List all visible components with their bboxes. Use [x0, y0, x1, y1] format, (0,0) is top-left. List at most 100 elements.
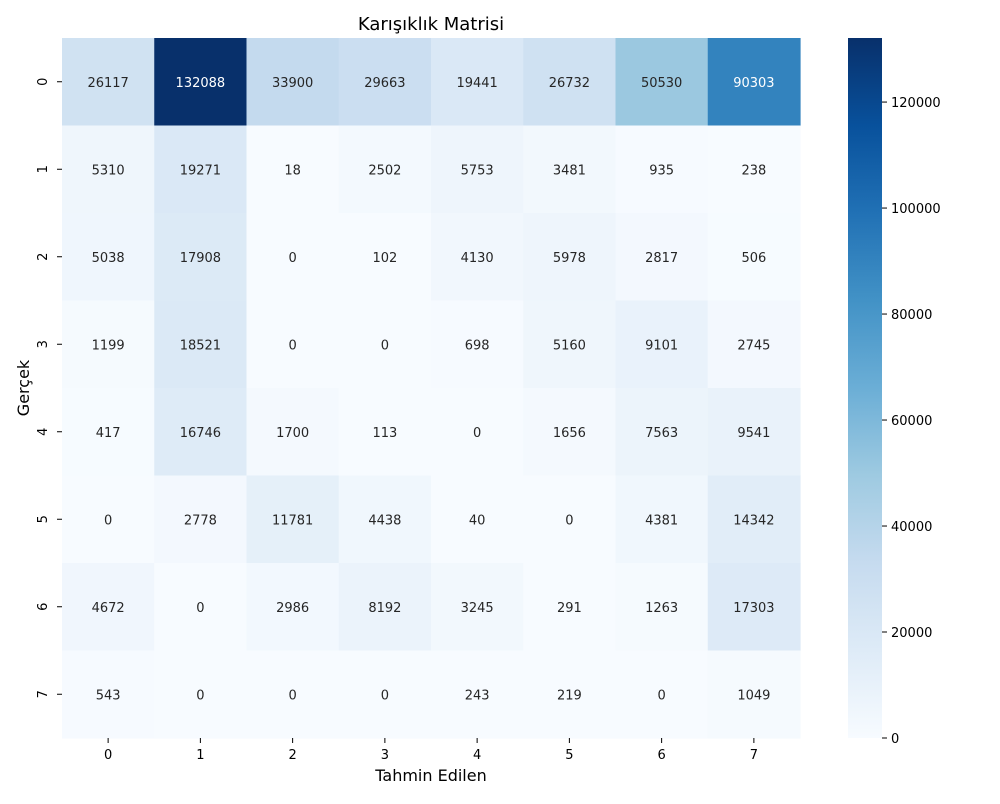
cell-value-label-r7-c5: 219	[557, 688, 582, 703]
heatmap-cell-r7-c3	[338, 650, 432, 739]
heatmap-cell-r4-c2	[246, 388, 340, 477]
heatmap-cell-r5-c0	[62, 475, 155, 564]
cell-value-label-r3-c3: 0	[381, 338, 389, 353]
heatmap-cell-r6-c3	[338, 563, 432, 652]
colorbar-tick-label-3: 60000	[891, 414, 932, 429]
cell-value-label-r7-c7: 1049	[737, 688, 770, 703]
cell-value-label-r1-c3: 2502	[368, 163, 401, 178]
heatmap-cell-r6-c2	[246, 563, 340, 652]
y-tick-label-2: 2	[36, 253, 51, 261]
cell-value-label-r2-c5: 5978	[553, 251, 586, 266]
cell-value-label-r1-c0: 5310	[92, 163, 125, 178]
y-tick-label-1: 1	[36, 165, 51, 173]
heatmap-cell-r5-c1	[154, 475, 248, 564]
heatmap-cell-r3-c5	[523, 300, 617, 389]
y-tick-label-6: 6	[36, 603, 51, 611]
heatmap-cell-r7-c7	[707, 650, 801, 739]
colorbar-tick-label-2: 40000	[891, 520, 932, 535]
cell-value-label-r6-c5: 291	[557, 601, 582, 616]
colorbar-tick-label-0: 0	[891, 732, 899, 747]
cell-value-label-r3-c2: 0	[288, 338, 296, 353]
cell-value-label-r0-c7: 90303	[733, 76, 774, 91]
cell-value-label-r2-c2: 0	[288, 251, 296, 266]
heatmap-cell-r0-c1	[154, 38, 248, 127]
cell-value-label-r6-c3: 8192	[368, 601, 401, 616]
colorbar	[848, 38, 882, 738]
heatmap-cell-r6-c6	[615, 563, 709, 652]
cell-value-label-r0-c1: 132088	[176, 76, 226, 91]
heatmap-cell-r1-c3	[338, 125, 432, 214]
cell-value-label-r1-c7: 238	[741, 163, 766, 178]
cell-value-label-r7-c3: 0	[381, 688, 389, 703]
heatmap-cell-r4-c0	[62, 388, 155, 477]
heatmap-cell-r4-c5	[523, 388, 617, 477]
heatmap-cell-r1-c7	[707, 125, 801, 214]
chart-title: Karışıklık Matrisi	[358, 14, 504, 35]
cell-value-label-r4-c3: 113	[372, 426, 397, 441]
cell-value-label-r6-c4: 3245	[461, 601, 494, 616]
cell-value-label-r2-c0: 5038	[92, 251, 125, 266]
heatmap-cell-r1-c6	[615, 125, 709, 214]
y-axis-ticks: 0 1 2 3 4 5 6 7	[36, 78, 62, 698]
x-tick-label-3: 3	[381, 748, 389, 763]
cell-value-label-r3-c0: 1199	[92, 338, 125, 353]
cell-value-label-r2-c6: 2817	[645, 251, 678, 266]
heatmap-cell-r1-c1	[154, 125, 248, 214]
cell-value-label-r7-c1: 0	[196, 688, 204, 703]
colorbar-ticks: 0 20000 40000 60000 80000 100000 120000	[882, 96, 941, 747]
heatmap-cell-r6-c7	[707, 563, 801, 652]
heatmap-cell-r7-c6	[615, 650, 709, 739]
cell-value-label-r1-c6: 935	[649, 163, 674, 178]
cell-value-label-r1-c4: 5753	[461, 163, 494, 178]
heatmap-cell-r0-c6	[615, 38, 709, 127]
cell-value-label-r4-c0: 417	[96, 426, 121, 441]
heatmap-cell-r1-c0	[62, 125, 155, 214]
cell-value-label-r5-c5: 0	[565, 513, 573, 528]
heatmap-cell-r5-c3	[338, 475, 432, 564]
cell-value-label-r5-c6: 4381	[645, 513, 678, 528]
cell-value-label-r4-c2: 1700	[276, 426, 309, 441]
cell-value-label-r1-c1: 19271	[180, 163, 221, 178]
cell-value-label-r4-c7: 9541	[737, 426, 770, 441]
cell-value-label-r0-c0: 26117	[87, 76, 128, 91]
cell-value-label-r7-c6: 0	[657, 688, 665, 703]
x-tick-label-7: 7	[750, 748, 758, 763]
heatmap-cell-r2-c0	[62, 213, 155, 302]
x-tick-label-5: 5	[565, 748, 573, 763]
heatmap-cells	[62, 38, 801, 739]
heatmap-cell-r7-c2	[246, 650, 340, 739]
heatmap-cell-r7-c4	[431, 650, 524, 739]
cell-value-label-r7-c0: 543	[96, 688, 121, 703]
heatmap-cell-r6-c5	[523, 563, 617, 652]
cell-value-label-r5-c4: 40	[469, 513, 486, 528]
heatmap-cell-r1-c2	[246, 125, 340, 214]
heatmap-cell-r3-c4	[431, 300, 524, 389]
heatmap-cell-r0-c2	[246, 38, 340, 127]
heatmap-cell-r2-c5	[523, 213, 617, 302]
heatmap-cell-r3-c1	[154, 300, 248, 389]
heatmap-cell-r2-c2	[246, 213, 340, 302]
cell-value-label-r3-c1: 18521	[180, 338, 221, 353]
heatmap-cell-r2-c1	[154, 213, 248, 302]
cell-value-label-r4-c6: 7563	[645, 426, 678, 441]
heatmap-cell-r6-c1	[154, 563, 248, 652]
heatmap-cell-r5-c5	[523, 475, 617, 564]
y-tick-label-3: 3	[36, 340, 51, 348]
heatmap-cell-r3-c6	[615, 300, 709, 389]
colorbar-tick-label-4: 80000	[891, 308, 932, 323]
heatmap-cell-r7-c1	[154, 650, 248, 739]
cell-value-label-r5-c0: 0	[104, 513, 112, 528]
heatmap-cell-r0-c4	[431, 38, 524, 127]
cell-value-label-r5-c1: 2778	[184, 513, 217, 528]
heatmap-cell-r6-c0	[62, 563, 155, 652]
cell-value-label-r6-c0: 4672	[92, 601, 125, 616]
heatmap-cell-r5-c6	[615, 475, 709, 564]
cell-value-label-r7-c4: 243	[465, 688, 490, 703]
colorbar-tick-label-6: 120000	[891, 96, 941, 111]
x-tick-label-0: 0	[104, 748, 112, 763]
cell-value-label-r6-c7: 17303	[733, 601, 774, 616]
heatmap-cell-r2-c6	[615, 213, 709, 302]
heatmap-cell-r2-c4	[431, 213, 524, 302]
heatmap-cell-r0-c7	[707, 38, 801, 127]
heatmap-cell-r3-c7	[707, 300, 801, 389]
